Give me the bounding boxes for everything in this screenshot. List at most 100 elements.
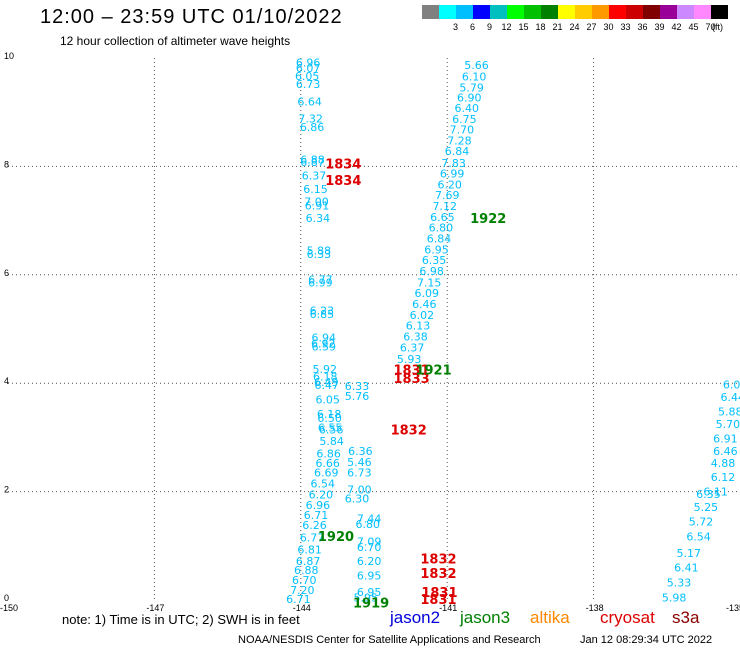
x-tick-label: -150	[0, 603, 18, 613]
pass-time-label: 1832	[420, 567, 456, 582]
swh-label: 6.02	[410, 309, 435, 322]
swh-label: 5.17	[677, 547, 702, 560]
legend-swatch	[711, 5, 728, 19]
mission-label-cryosat: cryosat	[600, 608, 655, 627]
swh-label: 6.98	[419, 265, 444, 278]
swh-label: 6.77	[300, 532, 325, 545]
swh-label: 6.95	[357, 570, 382, 583]
swh-label: 5.72	[689, 515, 714, 528]
swh-label: 6.96	[296, 56, 321, 69]
swh-label: 7.32	[298, 113, 323, 126]
legend-swatch	[626, 5, 643, 19]
swh-label: 6.66	[315, 457, 340, 470]
legend-swatch	[558, 5, 575, 19]
mission-label-s3a: s3a	[672, 608, 700, 627]
swh-label: 7.20	[290, 584, 315, 597]
swh-label: 7.15	[417, 276, 442, 289]
legend-swatch	[643, 5, 660, 19]
pass-time-label: 1919	[353, 597, 389, 612]
legend-label: 6	[469, 22, 475, 32]
swh-label: 6.10	[462, 70, 487, 83]
swh-label: 6.91	[713, 432, 738, 445]
swh-label: 6.88	[294, 564, 319, 577]
swh-label: 7.12	[433, 200, 458, 213]
swh-label: 6.71	[304, 509, 329, 522]
wave-height-labels: 6.966.076.056.736.647.326.866.886.876.37…	[286, 56, 740, 606]
legend-swatch	[660, 5, 677, 19]
swh-label: 6.90	[457, 92, 482, 105]
swh-label: 5.33	[667, 577, 692, 590]
legend-label: 30	[603, 22, 614, 32]
legend-swatch	[422, 5, 439, 19]
legend-label: 24	[569, 22, 580, 32]
legend-swatch	[473, 5, 490, 19]
y-tick-label: 8	[4, 159, 9, 169]
swh-label: 6.54	[686, 531, 711, 544]
swh-label: 6.84	[427, 232, 452, 245]
swh-label: 7.00	[347, 483, 372, 496]
swh-label: 6.80	[429, 222, 454, 235]
legend-swatch	[592, 5, 609, 19]
swh-label: 6.35	[422, 254, 447, 267]
swh-label: 6.18	[317, 408, 342, 421]
legend-label: 39	[654, 22, 665, 32]
swh-label: 6.30	[345, 493, 370, 506]
pass-time-label: 1921	[415, 364, 451, 379]
swh-label: 6.18	[313, 371, 338, 384]
swh-label: 6.40	[455, 102, 480, 115]
swh-label: 6.85	[310, 308, 335, 321]
x-tick-label: -144	[293, 603, 311, 613]
legend-swatch	[677, 5, 694, 19]
pass-time-label: 1832	[420, 552, 456, 567]
legend-label: 3	[452, 22, 458, 32]
swh-label: 6.99	[440, 167, 465, 180]
legend-swatch	[575, 5, 592, 19]
swh-label: 6.99	[308, 276, 333, 289]
swh-label: 6.59	[312, 340, 337, 353]
swh-label: 6.47	[314, 379, 339, 392]
swh-label: 6.54	[311, 477, 336, 490]
swh-label: 6.56	[319, 423, 344, 436]
y-tick-label: 10	[4, 51, 14, 61]
pass-time-label: 1831	[420, 593, 456, 608]
swh-label: 4.88	[711, 457, 736, 470]
mission-label-jason3: jason3	[460, 608, 511, 627]
swh-label: 6.05	[315, 393, 340, 406]
pass-time-label: 1833	[394, 372, 430, 387]
legend-swatch	[609, 5, 626, 19]
legend-label: 18	[535, 22, 546, 32]
map-subtitle: 12 hour collection of altimeter wave hei…	[60, 34, 291, 48]
swh-label: 6.44	[720, 391, 740, 404]
pass-time-label: 1922	[470, 212, 506, 227]
swh-label: 6.88	[300, 153, 325, 166]
swh-label: 6.34	[306, 212, 331, 225]
legend-swatch	[524, 5, 541, 19]
swh-label: 5.25	[694, 501, 719, 514]
legend-label: 9	[486, 22, 492, 32]
swh-label: 6.35	[696, 488, 721, 501]
swh-label: 6.73	[347, 467, 372, 480]
swh-label: 6.91	[305, 199, 330, 212]
swh-label: 6.12	[711, 471, 736, 484]
legend-swatch	[439, 5, 456, 19]
swh-label: 7.44	[357, 513, 382, 526]
swh-label: 6.46	[412, 298, 437, 311]
pass-time-label: 1834	[325, 174, 361, 189]
swh-label: 6.33	[345, 380, 370, 393]
swh-label: 6.96	[306, 499, 331, 512]
swh-label: 7.09	[357, 535, 382, 548]
swh-label: 6.95	[357, 586, 382, 599]
swh-label: 6.20	[357, 555, 382, 568]
legend-swatch	[541, 5, 558, 19]
axis-ticks: -150 -147 -144 -141 -138 -135 0 2 4 6 8 10	[0, 51, 740, 613]
legend-swatch	[456, 5, 473, 19]
swh-label: 5.79	[459, 81, 484, 94]
legend-label: 15	[518, 22, 529, 32]
swh-label: 6.23	[310, 305, 335, 318]
swh-label: 6.49	[314, 376, 339, 389]
swh-label: 5.95	[354, 591, 379, 604]
legend-label: 45	[688, 22, 699, 32]
swh-label: 5.76	[345, 390, 370, 403]
swh-label: 6.07	[296, 62, 321, 75]
swh-label: 5.93	[397, 353, 422, 366]
